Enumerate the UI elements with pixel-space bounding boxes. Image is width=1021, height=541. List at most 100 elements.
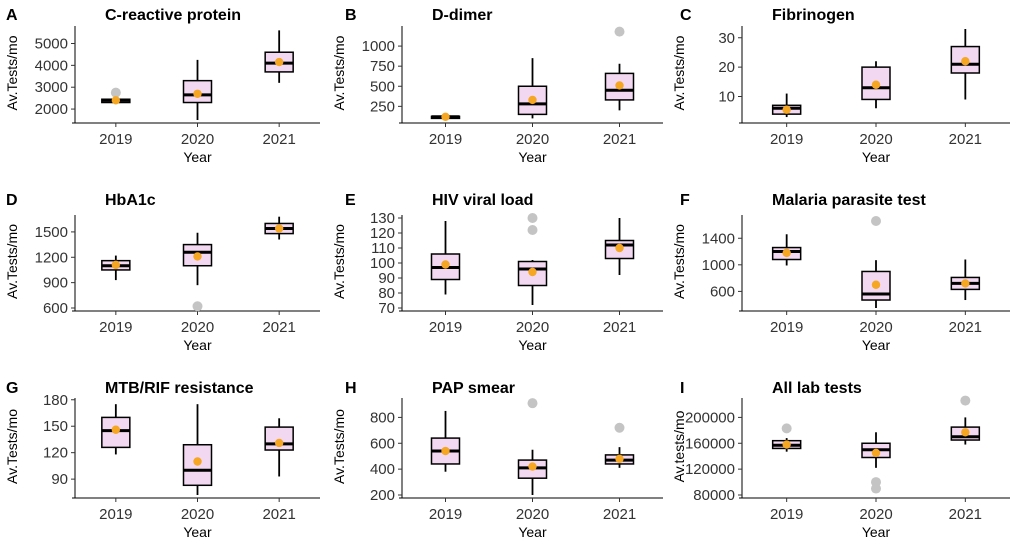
box-2020 [517,58,548,119]
panel-letter: H [345,380,357,397]
y-tick-label: 600 [43,300,68,317]
panel-f: F Malaria parasite test 600 1000 1400 2019 202… [671,192,1010,353]
y-tick-label: 80 [378,285,395,302]
panel-title: All lab tests [772,380,862,397]
y-tick-label: 130 [370,210,395,227]
y-tick-label: 90 [378,270,395,287]
y-tick-label: 30 [718,30,735,47]
mean-point [528,267,537,277]
panel-title: D-dimer [432,7,492,24]
y-tick-label: 120 [43,445,68,462]
mean-point [961,428,970,437]
y-tick-label: 10 [718,89,735,106]
y-tick-label: 160000 [685,435,735,452]
mean-point [615,243,624,253]
mean-point [193,89,202,98]
x-tick-label: 2021 [949,131,982,148]
mean-point [782,105,791,114]
y-axis-label: Av.Tests/mo [4,35,20,110]
panel-title: HbA1c [105,192,156,209]
box-2021 [604,26,635,111]
outlier-point [110,87,121,98]
box-2019 [101,255,131,281]
x-tick-label: 2019 [99,131,132,148]
mean-point [615,81,624,90]
mean-point [274,57,284,67]
panel-b: B D-dimer 250 500 750 1000 2019 2020 2021 Year Av.… [331,7,663,165]
box-2020 [182,404,213,495]
mean-point [782,248,791,258]
panel-i: I All lab tests 80000 120000 160000 200000 201… [671,380,1010,540]
panel-title: HIV viral load [432,192,533,209]
mean-point [782,440,791,449]
panel-title: PAP smear [432,380,515,397]
y-tick-label: 180 [43,392,68,409]
mean-point [111,425,121,434]
outlier-point [871,215,881,226]
y-tick-label: 1200 [35,249,68,266]
x-tick-label: 2020 [516,131,549,148]
box-2021 [264,30,294,83]
x-tick-label: 2019 [429,506,462,523]
y-tick-label: 200000 [685,409,735,426]
panel-d: D HbA1c 600 900 1200 1500 2019 2020 2021 Year Av.T… [4,192,320,353]
box-2021 [950,28,981,100]
x-tick-label: 2020 [859,506,892,523]
x-tick-label: 2021 [949,319,982,336]
outlier-point [614,422,625,433]
box-2021 [604,218,635,275]
mean-point [193,457,202,466]
x-tick-label: 2019 [99,506,132,523]
box-2020 [182,59,213,120]
panel-letter: A [6,7,18,24]
box-2021 [604,422,635,468]
y-tick-label: 1500 [35,224,68,241]
y-tick-label: 90 [51,471,68,488]
y-tick-label: 200 [370,487,395,504]
outlier-point [527,213,538,223]
panel-letter: I [680,380,684,397]
y-tick-label: 110 [371,240,395,257]
y-tick-label: 5000 [35,35,68,52]
x-tick-label: 2020 [181,131,214,148]
x-axis-label: Year [862,337,891,353]
x-tick-label: 2021 [949,506,982,523]
box-2020 [517,213,548,305]
outlier-point [527,225,538,235]
mean-point [871,280,881,289]
x-tick-label: 2019 [429,319,462,336]
box-2020 [861,432,891,494]
x-axis-label: Year [183,337,212,353]
y-tick-label: 2000 [35,101,68,118]
mean-point [961,279,970,288]
box-2020 [861,215,891,308]
mean-point [871,448,881,458]
x-tick-label: 2020 [181,506,214,523]
box-2020 [861,61,891,109]
y-axis-label: Av.Tests/mo [4,409,20,484]
box-2019 [430,410,461,472]
y-axis-label: Av.Tests/mo [671,35,687,110]
y-tick-label: 100 [370,255,395,272]
x-tick-label: 2021 [262,131,295,148]
x-tick-label: 2020 [516,506,549,523]
box-2019 [101,87,131,105]
outlier-point [527,398,538,409]
y-tick-label: 250 [370,98,395,115]
x-tick-label: 2021 [603,319,636,336]
mean-point [111,96,121,105]
x-tick-label: 2021 [262,319,295,336]
y-tick-label: 20 [718,59,735,76]
box-2019 [771,234,802,266]
x-tick-label: 2020 [859,319,892,336]
y-tick-label: 800 [370,409,395,426]
y-tick-label: 80000 [693,487,735,504]
x-tick-label: 2019 [429,131,462,148]
mean-point [111,260,121,270]
box-2021 [264,418,294,477]
mean-point [528,95,537,105]
box-2019 [430,112,461,121]
mean-point [274,224,284,233]
y-tick-label: 900 [43,275,68,292]
